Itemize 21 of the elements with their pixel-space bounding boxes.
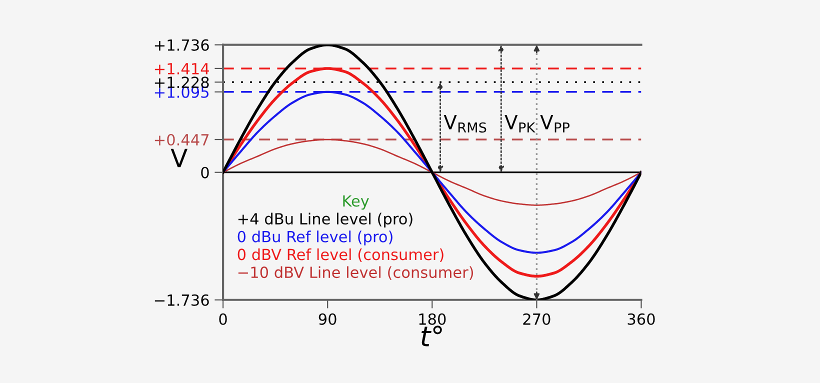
- y-tick-label: +0.447: [154, 134, 209, 146]
- annotation: V$_{RMS}$: [444, 115, 486, 133]
- text: +4 dBu Line level (pro): [238, 212, 412, 228]
- y-tick-label: +1.228: [154, 76, 209, 88]
- x-axis-title: t°: [422, 326, 442, 346]
- x-tick-label: 360: [628, 313, 655, 325]
- annotation: V$_{PP}$: [540, 115, 570, 132]
- text: −10 dBV Line level (consumer): [238, 266, 474, 280]
- annotation: V$_{PK}$: [504, 115, 536, 132]
- y-tick-label: 0: [201, 166, 209, 178]
- y-tick-label: +1.414: [154, 63, 209, 74]
- legend-title: Key: [343, 195, 369, 210]
- x-tick-label: 90: [318, 313, 336, 325]
- x-tick-label: 0: [219, 313, 227, 325]
- y-axis-title: V: [170, 148, 188, 168]
- text: 0 dBu Ref level (pro): [238, 230, 392, 246]
- x-tick-label: 180: [419, 313, 446, 325]
- y-tick-label: −1.736: [154, 294, 209, 306]
- y-tick-label: +1.736: [154, 39, 209, 51]
- text: 0 dBV Ref level (consumer): [238, 248, 444, 262]
- x-tick-label: 270: [523, 313, 550, 325]
